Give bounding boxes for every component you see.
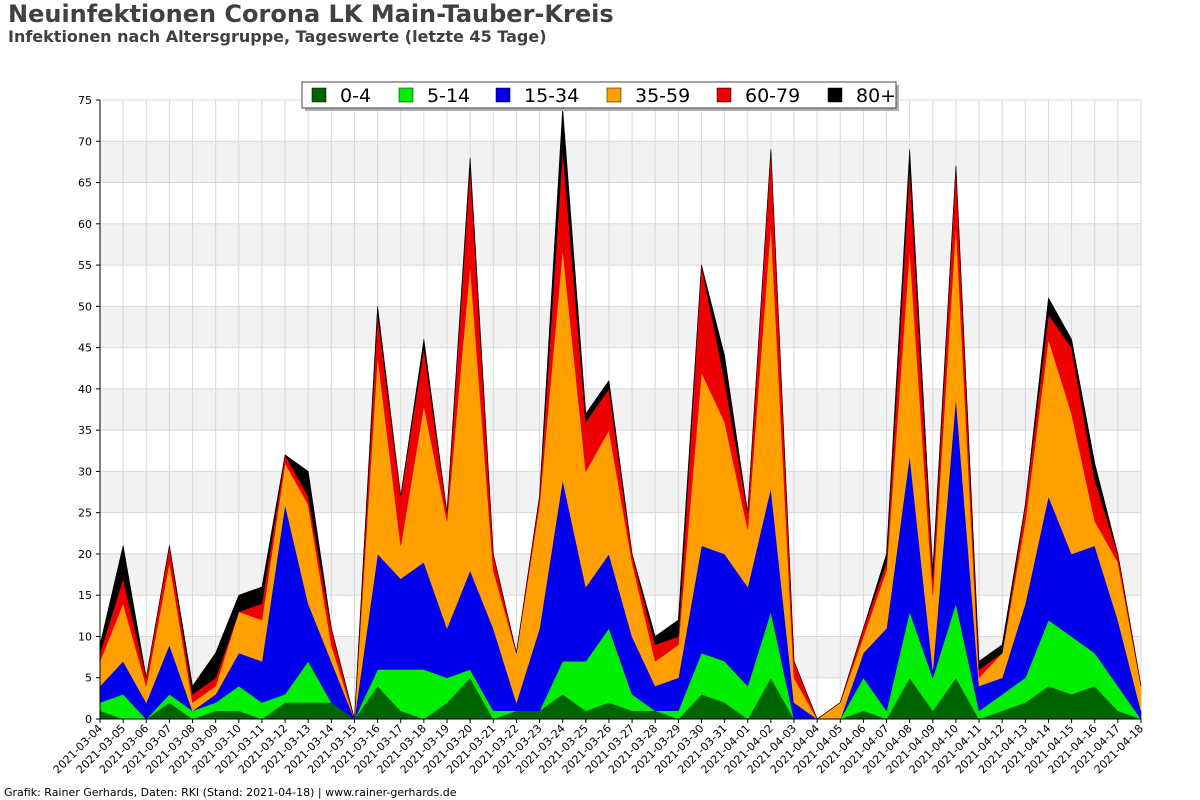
grid-band [100, 306, 1141, 348]
y-tick-label: 70 [78, 135, 92, 148]
legend-swatch-80+ [827, 87, 843, 103]
legend-label-35-59: 35-59 [635, 85, 690, 107]
legend-swatch-60-79 [716, 87, 732, 103]
chart-subtitle: Infektionen nach Altersgruppe, Tageswert… [8, 27, 547, 46]
legend-label-80+: 80+ [856, 85, 896, 107]
y-tick-label: 65 [78, 177, 92, 190]
legend-label-15-34: 15-34 [524, 85, 579, 107]
y-tick-label: 25 [78, 507, 92, 520]
grid-band [100, 388, 1141, 431]
grid-band [100, 223, 1141, 266]
legend-swatch-35-59 [606, 87, 622, 103]
legend-swatch-5-14 [398, 87, 414, 103]
y-tick-label: 60 [78, 218, 92, 231]
y-axis: 0 5 10 15 20 25 30 35 40 45 50 55 60 65 70 75 [78, 94, 101, 726]
x-axis: 2021-03-042021-03-052021-03-062021-03-07… [51, 718, 1146, 776]
legend-label-5-14: 5-14 [427, 85, 470, 107]
y-tick-label: 10 [78, 630, 92, 643]
y-tick-label: 0 [85, 713, 92, 726]
legend-swatch-0-4 [311, 87, 327, 103]
y-tick-label: 50 [78, 300, 92, 313]
series-area-80+ [99, 107, 1142, 720]
y-tick-label: 30 [78, 465, 92, 478]
legend-box [301, 81, 897, 109]
y-tick-label: 55 [78, 259, 92, 272]
y-tick-label: 20 [78, 548, 92, 561]
y-tick-label: 45 [78, 342, 92, 355]
legend-label-0-4: 0-4 [340, 85, 371, 107]
legend: 0-4 5-14 15-34 35-59 60-79 80+ [301, 81, 899, 111]
y-tick-label: 15 [78, 589, 92, 602]
y-tick-label: 40 [78, 383, 92, 396]
legend-label-60-79: 60-79 [745, 85, 800, 107]
footer-credit: Grafik: Rainer Gerhards, Daten: RKI (Sta… [4, 786, 457, 799]
y-tick-label: 75 [78, 94, 92, 107]
y-tick-label: 5 [85, 672, 92, 685]
grid-band [100, 141, 1141, 183]
y-tick-label: 35 [78, 424, 92, 437]
legend-swatch-15-34 [495, 87, 511, 103]
chart-title: Neuinfektionen Corona LK Main-Tauber-Kre… [8, 0, 614, 28]
